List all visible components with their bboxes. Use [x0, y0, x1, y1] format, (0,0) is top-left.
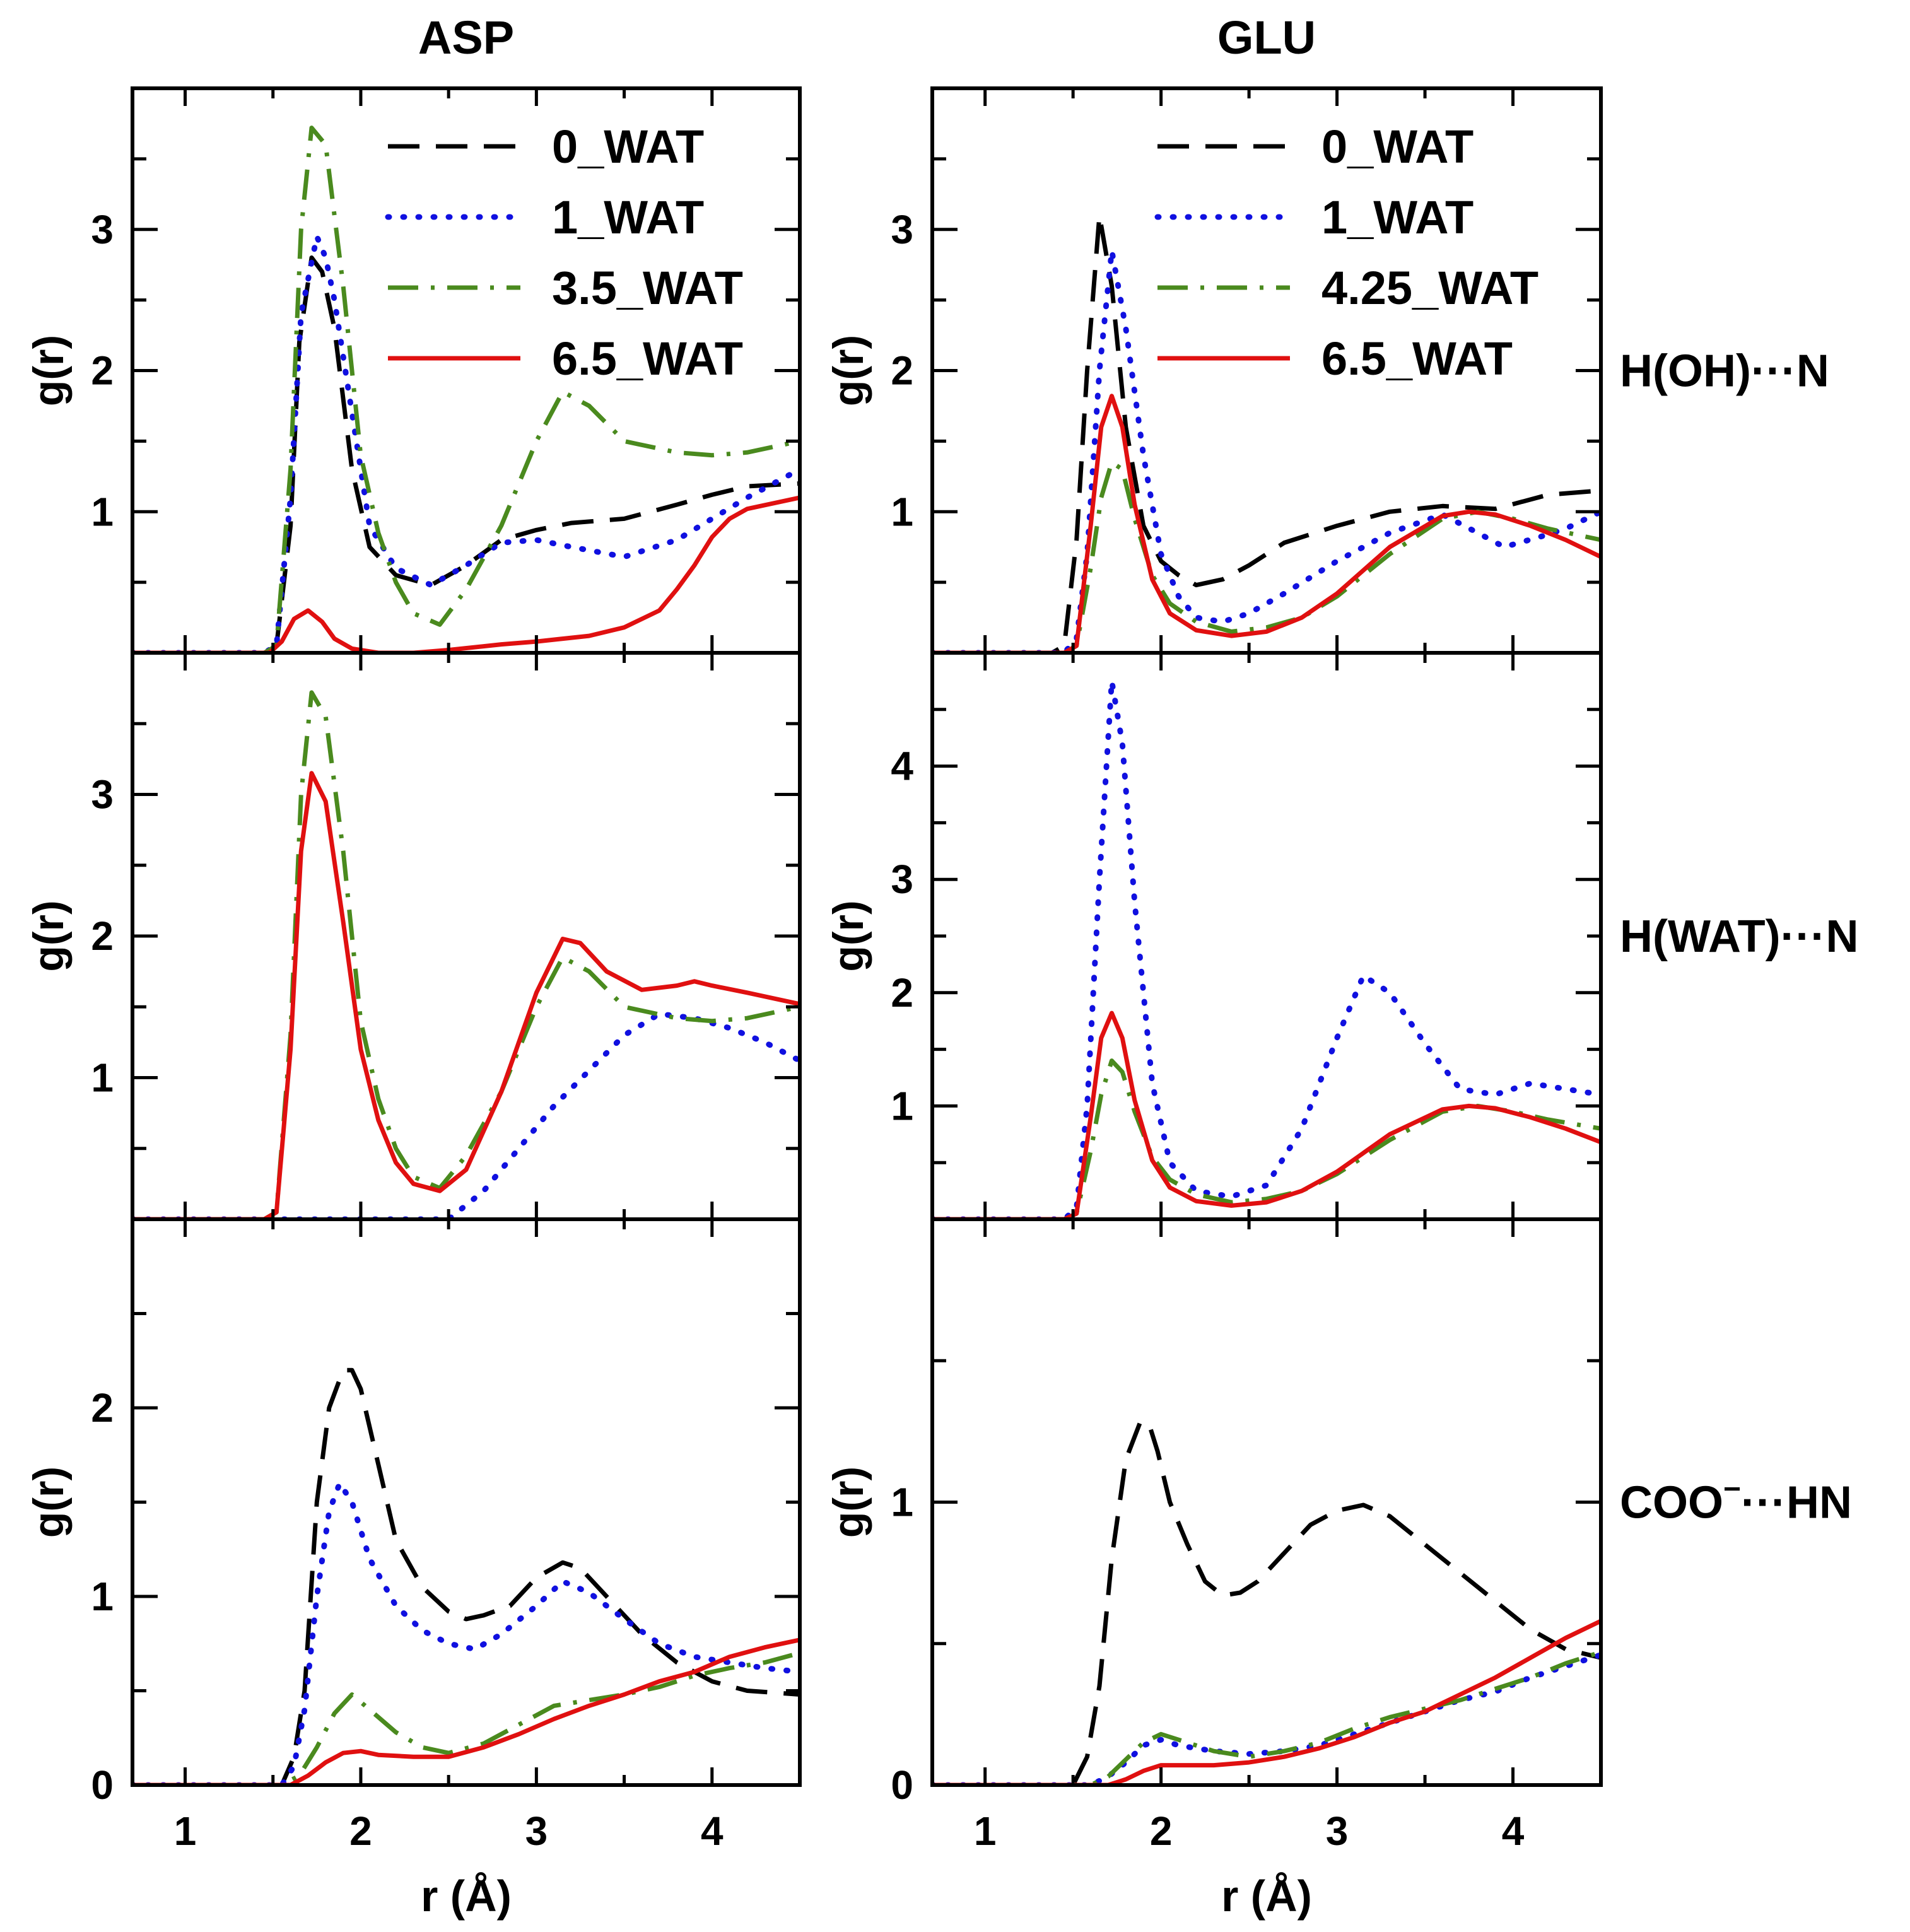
y-tick-label: 3 [91, 772, 114, 817]
series-6-5-wat-line [932, 394, 1601, 653]
series-4-25-wat-line [932, 460, 1601, 653]
x-tick-label: 4 [701, 1808, 724, 1854]
series-4-25-wat-line [932, 1649, 1601, 1785]
y-tick-label: 2 [891, 970, 913, 1016]
plot-frame [930, 651, 1603, 1221]
series-0-wat-line [132, 1367, 800, 1785]
legend: 0_WAT 1_WAT 4.25_WAT 6.5_WAT [1154, 120, 1538, 385]
series-0-wat-line [932, 213, 1601, 653]
plot-frame [131, 651, 802, 1221]
x-tick-label: 1 [974, 1808, 997, 1854]
series-6-5-wat-line [132, 771, 800, 1219]
series-6-5-wat-line [932, 1010, 1601, 1219]
y-tick-label: 2 [91, 1385, 114, 1431]
y-axis-label: g(r) [25, 335, 73, 406]
y-tick-label: 2 [891, 348, 913, 394]
y-tick-label: 3 [891, 857, 913, 902]
x-tick-label: 1 [174, 1808, 197, 1854]
y-tick-label: 1 [891, 489, 913, 534]
x-tick-label: 2 [349, 1808, 372, 1854]
x-tick-label: 2 [1150, 1808, 1173, 1854]
y-tick-label: 0 [91, 1762, 114, 1808]
x-tick-label: 3 [1326, 1808, 1349, 1854]
panel-asp-row2: 1 2 3 g(r) [25, 651, 802, 1221]
row-label: H(OH)···N [1620, 346, 1829, 397]
x-axis-label: r (Å) [1221, 1871, 1312, 1921]
legend-label: 1_WAT [1321, 191, 1474, 243]
series-0-wat-line [932, 1420, 1601, 1785]
legend-label: 4.25_WAT [1321, 262, 1538, 314]
plot-frame [930, 1217, 1603, 1787]
y-tick-label: 1 [91, 1574, 114, 1619]
legend-label: 0_WAT [1321, 120, 1474, 173]
series-3-5-wat-line [132, 126, 800, 653]
legend-label: 1_WAT [552, 191, 704, 243]
panel-asp-row3: 0 1 2 1 2 3 4 g(r) r (Å) [25, 1217, 802, 1921]
column-title: ASP [418, 11, 514, 64]
panel-glu-row2: 1 2 3 4 g(r) [824, 651, 1603, 1221]
panel-glu-row1: 1 2 3 g(r) 0_WAT 1_WAT 4.25_WAT 6.5_WAT [824, 86, 1603, 655]
column-title: GLU [1217, 11, 1316, 64]
series-4-25-wat-line [932, 1058, 1601, 1219]
series-6-5-wat-line [132, 495, 800, 653]
series-6-5-wat-line [132, 1637, 800, 1785]
y-axis-label: g(r) [824, 900, 872, 971]
y-axis-label: g(r) [25, 900, 73, 971]
y-tick-label: 1 [891, 1480, 913, 1525]
y-tick-label: 1 [91, 489, 114, 534]
row-label: COO−···HN [1620, 1473, 1852, 1528]
y-tick-label: 0 [891, 1762, 913, 1808]
panel-asp-row1: 1 2 3 g(r) 0_WAT 1_WAT 3.5_WAT 6.5_WAT [25, 86, 802, 655]
row-label: H(WAT)···N [1620, 911, 1859, 962]
panel-glu-row3: 0 1 1 2 3 4 g(r) r (Å) [824, 1217, 1603, 1921]
y-axis-label: g(r) [25, 1467, 73, 1538]
legend-label: 6.5_WAT [1321, 332, 1513, 385]
legend-label: 0_WAT [552, 120, 704, 173]
series-1-wat-line [132, 1011, 800, 1219]
x-tick-label: 3 [525, 1808, 548, 1854]
y-axis-label: g(r) [824, 1467, 872, 1538]
legend-label: 3.5_WAT [552, 262, 743, 314]
legend-label: 6.5_WAT [552, 332, 743, 385]
series-1-wat-line [932, 678, 1601, 1219]
plot-frame [131, 1217, 802, 1787]
y-tick-label: 4 [891, 744, 913, 789]
y-tick-label: 2 [91, 913, 114, 959]
series-1-wat-line [132, 1480, 800, 1785]
y-tick-label: 3 [891, 207, 913, 252]
series-3-5-wat-line [132, 690, 800, 1219]
series-0-wat-line [132, 255, 800, 653]
y-tick-label: 1 [891, 1083, 913, 1128]
x-axis-label: r (Å) [421, 1871, 512, 1921]
series-3-5-wat-line [132, 1651, 800, 1785]
y-tick-label: 1 [91, 1055, 114, 1101]
y-tick-label: 2 [91, 348, 114, 394]
series-6-5-wat-line [932, 1619, 1601, 1785]
y-tick-label: 3 [91, 207, 114, 252]
x-tick-label: 4 [1502, 1808, 1525, 1854]
legend: 0_WAT 1_WAT 3.5_WAT 6.5_WAT [385, 120, 743, 385]
y-axis-label: g(r) [824, 335, 872, 406]
